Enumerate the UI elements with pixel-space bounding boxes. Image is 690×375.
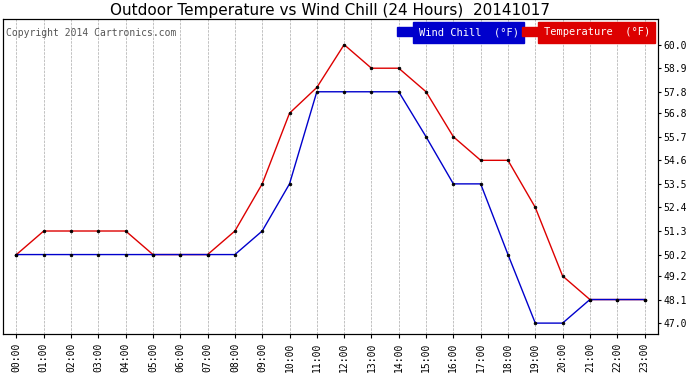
Legend: Wind Chill  (°F), Temperature  (°F): Wind Chill (°F), Temperature (°F) bbox=[393, 24, 653, 40]
Title: Outdoor Temperature vs Wind Chill (24 Hours)  20141017: Outdoor Temperature vs Wind Chill (24 Ho… bbox=[110, 3, 551, 18]
Text: Copyright 2014 Cartronics.com: Copyright 2014 Cartronics.com bbox=[6, 28, 177, 38]
